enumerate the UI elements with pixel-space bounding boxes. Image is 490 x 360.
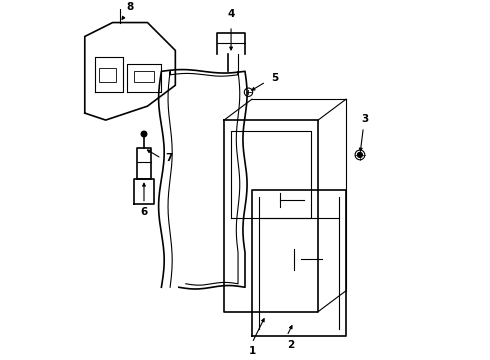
Bar: [98, 68, 116, 82]
Text: 8: 8: [126, 2, 134, 12]
Text: 1: 1: [248, 346, 256, 356]
Circle shape: [141, 131, 147, 137]
Bar: [134, 71, 154, 82]
Text: 4: 4: [227, 9, 235, 19]
Text: 7: 7: [165, 153, 172, 163]
Text: 5: 5: [271, 73, 278, 83]
Text: 3: 3: [362, 113, 369, 123]
Circle shape: [358, 153, 363, 157]
Text: 2: 2: [287, 339, 294, 350]
Text: 6: 6: [140, 207, 147, 217]
